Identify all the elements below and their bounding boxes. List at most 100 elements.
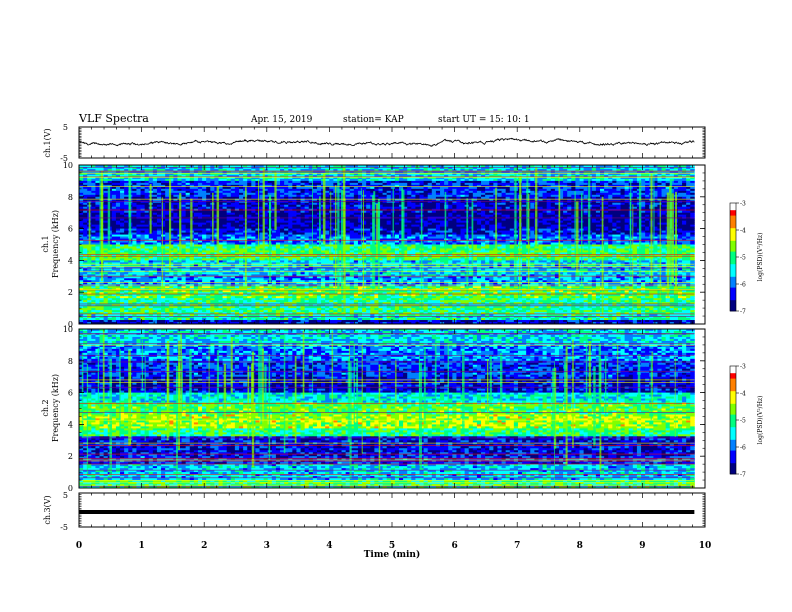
- heatmap-cell: [485, 176, 490, 180]
- heatmap-cell: [661, 198, 667, 202]
- heatmap-cell: [238, 220, 244, 224]
- heatmap-cell: [136, 198, 141, 202]
- heatmap-cell: [612, 194, 617, 198]
- heatmap-cell: [481, 206, 486, 210]
- heatmap-cell: [522, 174, 527, 178]
- heatmap-cell: [181, 186, 187, 190]
- heatmap-cell: [95, 188, 100, 192]
- heatmap-cell: [329, 172, 334, 176]
- heatmap-cell: [641, 222, 646, 226]
- heatmap-cell: [591, 196, 597, 200]
- heatmap-cell: [554, 210, 560, 214]
- heatmap-cell: [567, 168, 572, 172]
- heatmap-cell: [140, 174, 146, 178]
- heatmap-cell: [349, 226, 355, 229]
- heatmap-cell: [91, 214, 96, 218]
- heatmap-cell: [419, 176, 424, 180]
- heatmap-cell: [275, 226, 281, 229]
- heatmap-cell: [558, 222, 564, 226]
- heatmap-cell: [312, 180, 318, 184]
- heatmap-cell: [485, 212, 490, 216]
- heatmap-cell: [115, 198, 121, 202]
- heatmap-cell: [657, 214, 662, 218]
- heatmap-cell: [280, 186, 285, 190]
- heatmap-cell: [661, 190, 667, 194]
- heatmap-cell: [595, 224, 601, 228]
- heatmap-cell: [292, 168, 297, 172]
- heatmap-cell: [193, 192, 199, 196]
- heatmap-cell: [238, 210, 244, 214]
- heatmap-cell: [554, 182, 560, 186]
- heatmap-cell: [181, 224, 187, 228]
- heatmap-cell: [120, 186, 125, 190]
- heatmap-cell: [193, 198, 199, 202]
- heatmap-cell: [411, 172, 416, 176]
- heatmap-cell: [423, 182, 429, 186]
- heatmap-cell: [665, 188, 671, 192]
- heatmap-cell: [398, 226, 404, 229]
- heatmap-cell: [181, 212, 187, 216]
- heatmap-cell: [197, 198, 203, 202]
- heatmap-cell: [238, 165, 244, 168]
- heatmap-cell: [378, 192, 383, 196]
- heatmap-cell: [645, 210, 650, 214]
- heatmap-cell: [542, 224, 548, 228]
- heatmap-cell: [247, 165, 252, 168]
- heatmap-cell: [275, 174, 281, 178]
- heatmap-cell: [296, 186, 301, 190]
- heatmap-cell: [542, 192, 548, 196]
- heatmap-cell: [476, 218, 482, 222]
- heatmap-cell: [79, 212, 84, 216]
- heatmap-cell: [456, 214, 461, 218]
- heatmap-cell: [522, 198, 527, 202]
- heatmap-cell: [538, 196, 543, 200]
- heatmap-cell: [444, 206, 449, 210]
- heatmap-cell: [255, 178, 260, 182]
- heatmap-cell: [497, 218, 502, 222]
- heatmap-cell: [460, 194, 466, 198]
- heatmap-cell: [423, 165, 429, 168]
- heatmap-cell: [403, 200, 408, 204]
- heatmap-cell: [415, 180, 420, 184]
- heatmap-cell: [243, 176, 248, 180]
- heatmap-cell: [563, 178, 568, 182]
- heatmap-cell: [661, 200, 667, 204]
- heatmap-cell: [169, 198, 174, 202]
- heatmap-cell: [632, 200, 638, 204]
- heatmap-cell: [255, 196, 260, 200]
- heatmap-cell: [427, 190, 433, 194]
- heatmap-cell: [312, 212, 318, 216]
- heatmap-cell: [415, 172, 420, 176]
- heatmap-cell: [222, 192, 228, 196]
- heatmap-cell: [440, 168, 445, 172]
- heatmap-cell: [247, 188, 252, 192]
- heatmap-cell: [460, 180, 466, 184]
- heatmap-cell: [79, 186, 84, 190]
- heatmap-cell: [161, 204, 166, 208]
- heatmap-cell: [653, 210, 658, 214]
- heatmap-cell: [575, 186, 580, 190]
- heatmap-cell: [83, 218, 88, 222]
- heatmap-cell: [616, 168, 621, 172]
- heatmap-cell: [132, 166, 137, 170]
- heatmap-cell: [197, 166, 203, 170]
- heatmap-cell: [419, 182, 424, 186]
- heatmap-cell: [546, 214, 552, 218]
- heatmap-cell: [554, 168, 560, 172]
- heatmap-cell: [686, 190, 691, 194]
- heatmap-cell: [468, 182, 474, 186]
- heatmap-cell: [448, 218, 453, 222]
- heatmap-cell: [472, 165, 478, 168]
- heatmap-cell: [267, 180, 273, 184]
- heatmap-cell: [267, 182, 273, 186]
- heatmap-cell: [345, 166, 351, 170]
- heatmap-cell: [575, 172, 580, 176]
- heatmap-cell: [226, 202, 232, 206]
- heatmap-cell: [386, 182, 392, 186]
- heatmap-cell: [509, 226, 515, 229]
- heatmap-cell: [407, 204, 412, 208]
- heatmap-cell: [386, 214, 392, 218]
- heatmap-cell: [357, 174, 363, 178]
- heatmap-cell: [604, 186, 609, 190]
- heatmap-cell: [107, 178, 113, 182]
